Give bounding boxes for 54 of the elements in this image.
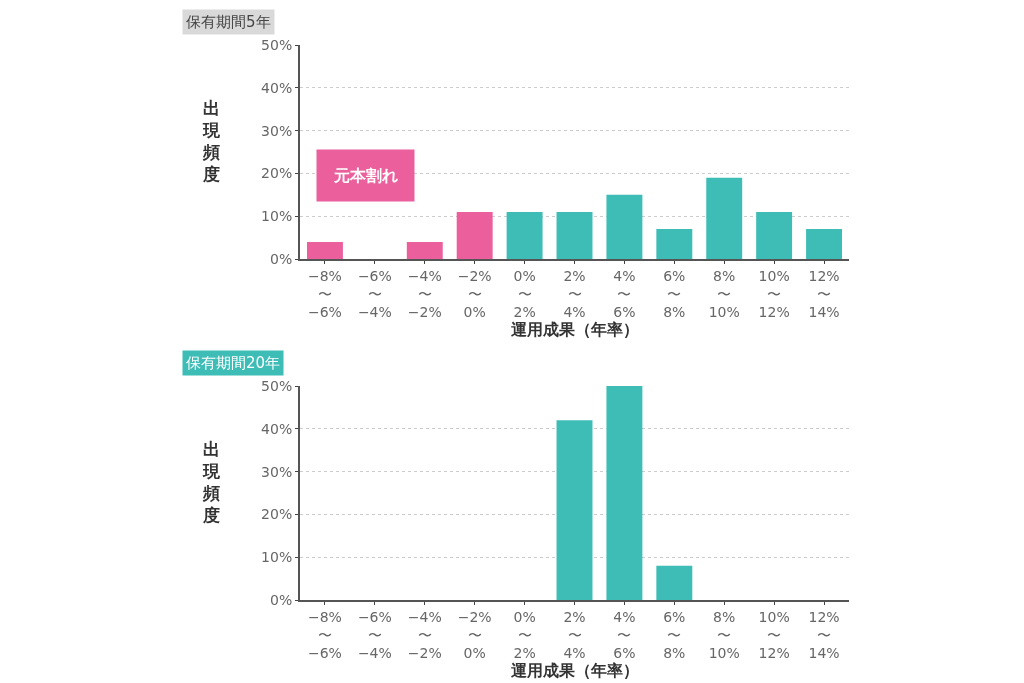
bar — [406, 241, 443, 259]
x-tick-label: 0% 〜 2% — [513, 608, 536, 662]
x-tick-label: 4% 〜 6% — [613, 267, 636, 321]
y-tick-label: 40% — [261, 420, 293, 437]
x-tick-label: −6% 〜 −4% — [357, 608, 392, 662]
x-tick-label: −8% 〜 −6% — [307, 608, 342, 662]
y-tick-label: 0% — [269, 591, 293, 608]
x-axis-title: 運用成果（年率） — [509, 661, 639, 681]
bar — [656, 565, 693, 600]
x-tick-label: 2% 〜 4% — [563, 608, 586, 662]
x-tick-label: −6% 〜 −4% — [357, 267, 392, 321]
x-tick-label: −2% 〜 0% — [457, 608, 492, 662]
bar — [806, 229, 843, 259]
y-tick-label: 10% — [261, 208, 293, 225]
bar — [556, 211, 593, 259]
bar — [456, 211, 493, 259]
x-tick-label: 12% 〜 14% — [808, 608, 840, 662]
bar — [556, 420, 593, 600]
y-tick-label: 30% — [261, 463, 293, 480]
bar — [606, 386, 643, 600]
x-tick-label: 0% 〜 2% — [513, 267, 536, 321]
chart-title: 保有期間20年 — [186, 354, 281, 372]
y-axis-title: 出現頻度 — [202, 98, 221, 185]
bar — [306, 241, 343, 259]
x-tick-label: −4% 〜 −2% — [407, 608, 442, 662]
bar — [656, 229, 693, 259]
bar — [506, 211, 543, 259]
x-tick-label: 6% 〜 8% — [663, 267, 686, 321]
bar — [756, 211, 793, 259]
x-tick-label: 4% 〜 6% — [613, 608, 636, 662]
y-tick-label: 10% — [261, 549, 293, 566]
chart-title: 保有期間5年 — [186, 13, 271, 31]
y-tick-label: 0% — [269, 250, 293, 267]
x-tick-label: 8% 〜 10% — [708, 608, 740, 662]
bar — [706, 177, 743, 259]
x-tick-label: −4% 〜 −2% — [407, 267, 442, 321]
x-tick-label: 10% 〜 12% — [758, 267, 790, 321]
bar — [606, 194, 643, 259]
y-axis-title: 出現頻度 — [202, 439, 221, 526]
annotation: 元本割れ — [333, 166, 398, 185]
x-tick-label: 10% 〜 12% — [758, 608, 790, 662]
y-tick-label: 30% — [261, 122, 293, 139]
y-tick-label: 50% — [261, 36, 293, 53]
y-tick-label: 50% — [261, 377, 293, 394]
x-tick-label: 12% 〜 14% — [808, 267, 840, 321]
x-tick-label: 6% 〜 8% — [663, 608, 686, 662]
y-tick-label: 20% — [261, 165, 293, 182]
x-tick-label: −2% 〜 0% — [457, 267, 492, 321]
x-tick-label: 8% 〜 10% — [708, 267, 740, 321]
y-tick-label: 20% — [261, 506, 293, 523]
x-axis-title: 運用成果（年率） — [509, 320, 639, 340]
y-tick-label: 40% — [261, 79, 293, 96]
x-tick-label: −8% 〜 −6% — [307, 267, 342, 321]
x-tick-label: 2% 〜 4% — [563, 267, 586, 321]
